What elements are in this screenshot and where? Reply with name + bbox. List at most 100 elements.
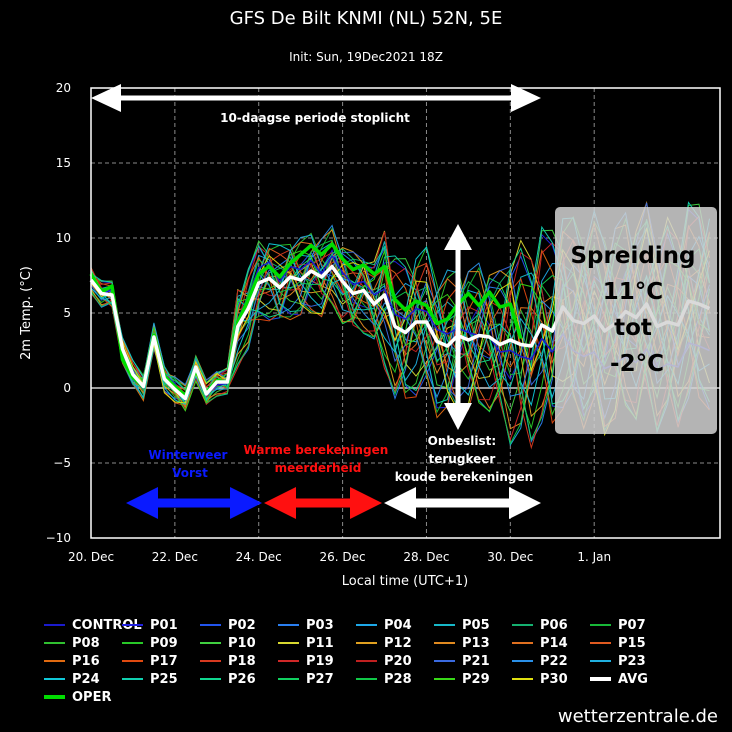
legend-swatch [122, 624, 143, 626]
legend-label: P20 [384, 653, 412, 669]
legend-swatch [44, 660, 65, 662]
red-arrow [264, 487, 382, 519]
legend-label: P28 [384, 671, 412, 687]
y-tick-label: −10 [46, 531, 71, 545]
legend-label: P24 [72, 671, 100, 687]
undecided-label: Onbeslist: terugkeer koude berekeningen [395, 434, 533, 484]
legend-item-p09: P09 [122, 634, 178, 652]
ensemble-chart: GFS De Bilt KNMI (NL) 52N, 5E Init: Sun,… [19, 8, 721, 589]
legend-swatch [590, 660, 611, 662]
legend-label: P11 [306, 635, 334, 651]
legend-item-p04: P04 [356, 616, 412, 634]
legend-label: OPER [72, 689, 112, 705]
legend-label: P09 [150, 635, 178, 651]
x-tick-label: 24. Dec [236, 550, 282, 564]
spread-box [555, 207, 717, 434]
legend-item-p27: P27 [278, 670, 334, 688]
legend-label: P29 [462, 671, 490, 687]
legend-swatch [278, 660, 299, 662]
y-tick-label: 20 [56, 81, 71, 95]
legend-label: P16 [72, 653, 100, 669]
y-axis-label: 2m Temp. (°C) [19, 266, 34, 360]
legend-swatch [278, 624, 299, 626]
legend-label: P01 [150, 617, 178, 633]
x-axis-label: Local time (UTC+1) [342, 574, 468, 589]
legend-item-control: CONTROL [44, 616, 142, 634]
legend-item-p15: P15 [590, 634, 646, 652]
legend-label: P10 [228, 635, 256, 651]
legend-swatch [200, 624, 221, 626]
spread-box-text: Spreiding 11°C tot -2°C [570, 243, 703, 377]
legend-swatch [434, 660, 455, 662]
white-arrow [384, 487, 541, 519]
plot-frame [90, 87, 721, 539]
legend-swatch [200, 660, 221, 662]
legend-item-p02: P02 [200, 616, 256, 634]
x-tick-label: 26. Dec [320, 550, 366, 564]
spread-line-1: Spreiding [570, 243, 695, 269]
legend-swatch [278, 642, 299, 644]
legend-label: P04 [384, 617, 412, 633]
legend-label: P12 [384, 635, 412, 651]
legend-item-p12: P12 [356, 634, 412, 652]
legend-item-p21: P21 [434, 652, 490, 670]
legend-item-avg: AVG [590, 670, 648, 688]
legend-label: P22 [540, 653, 568, 669]
legend-label: AVG [618, 671, 648, 687]
legend-swatch [590, 642, 611, 644]
legend-label: P26 [228, 671, 256, 687]
y-tick-labels: 20 15 10 5 0 −5 −10 [46, 81, 71, 545]
legend-item-p24: P24 [44, 670, 100, 688]
legend-item-p13: P13 [434, 634, 490, 652]
legend-item-p05: P05 [434, 616, 490, 634]
legend-item-p07: P07 [590, 616, 646, 634]
x-tick-labels: 20. Dec 22. Dec 24. Dec 26. Dec 28. Dec 30. D… [68, 550, 611, 564]
legend-label: P23 [618, 653, 646, 669]
legend-swatch [44, 624, 65, 626]
legend-item-p19: P19 [278, 652, 334, 670]
x-tick-label: 30. Dec [487, 550, 533, 564]
legend-item-p10: P10 [200, 634, 256, 652]
legend-swatch [356, 624, 377, 626]
legend-item-p30: P30 [512, 670, 568, 688]
legend-label: P06 [540, 617, 568, 633]
legend-swatch [122, 678, 143, 680]
y-tick-label: 0 [63, 381, 71, 395]
legend-swatch [590, 677, 611, 681]
legend-item-p25: P25 [122, 670, 178, 688]
legend-label: P07 [618, 617, 646, 633]
legend-swatch [512, 678, 533, 680]
legend-item-p11: P11 [278, 634, 334, 652]
x-tick-label: 20. Dec [68, 550, 114, 564]
legend-item-p29: P29 [434, 670, 490, 688]
legend-swatch [122, 660, 143, 662]
legend-swatch [278, 678, 299, 680]
x-tick-label: 22. Dec [152, 550, 198, 564]
top-period-arrow [91, 84, 541, 112]
legend-label: P18 [228, 653, 256, 669]
legend-label: P13 [462, 635, 490, 651]
legend-swatch [434, 678, 455, 680]
legend-swatch [200, 678, 221, 680]
legend-label: P19 [306, 653, 334, 669]
legend-label: P02 [228, 617, 256, 633]
legend-label: P15 [618, 635, 646, 651]
warm-label: Warme berekeningen meerderheid [244, 443, 393, 475]
legend-swatch [44, 642, 65, 644]
legend-item-p16: P16 [44, 652, 100, 670]
y-tick-label: 10 [56, 231, 71, 245]
legend-swatch [200, 642, 221, 644]
x-tick-label: 1. Jan [577, 550, 611, 564]
legend-item-p26: P26 [200, 670, 256, 688]
legend-label: P21 [462, 653, 490, 669]
winter-label: Winterweer Vorst [148, 448, 231, 480]
legend-swatch [590, 624, 611, 626]
legend-item-p06: P06 [512, 616, 568, 634]
legend-label: P03 [306, 617, 334, 633]
legend-label: CONTROL [72, 617, 142, 633]
legend-item-p28: P28 [356, 670, 412, 688]
y-tick-label: −5 [53, 456, 71, 470]
blue-arrow [126, 487, 262, 519]
legend-swatch [122, 642, 143, 644]
legend-item-p08: P08 [44, 634, 100, 652]
